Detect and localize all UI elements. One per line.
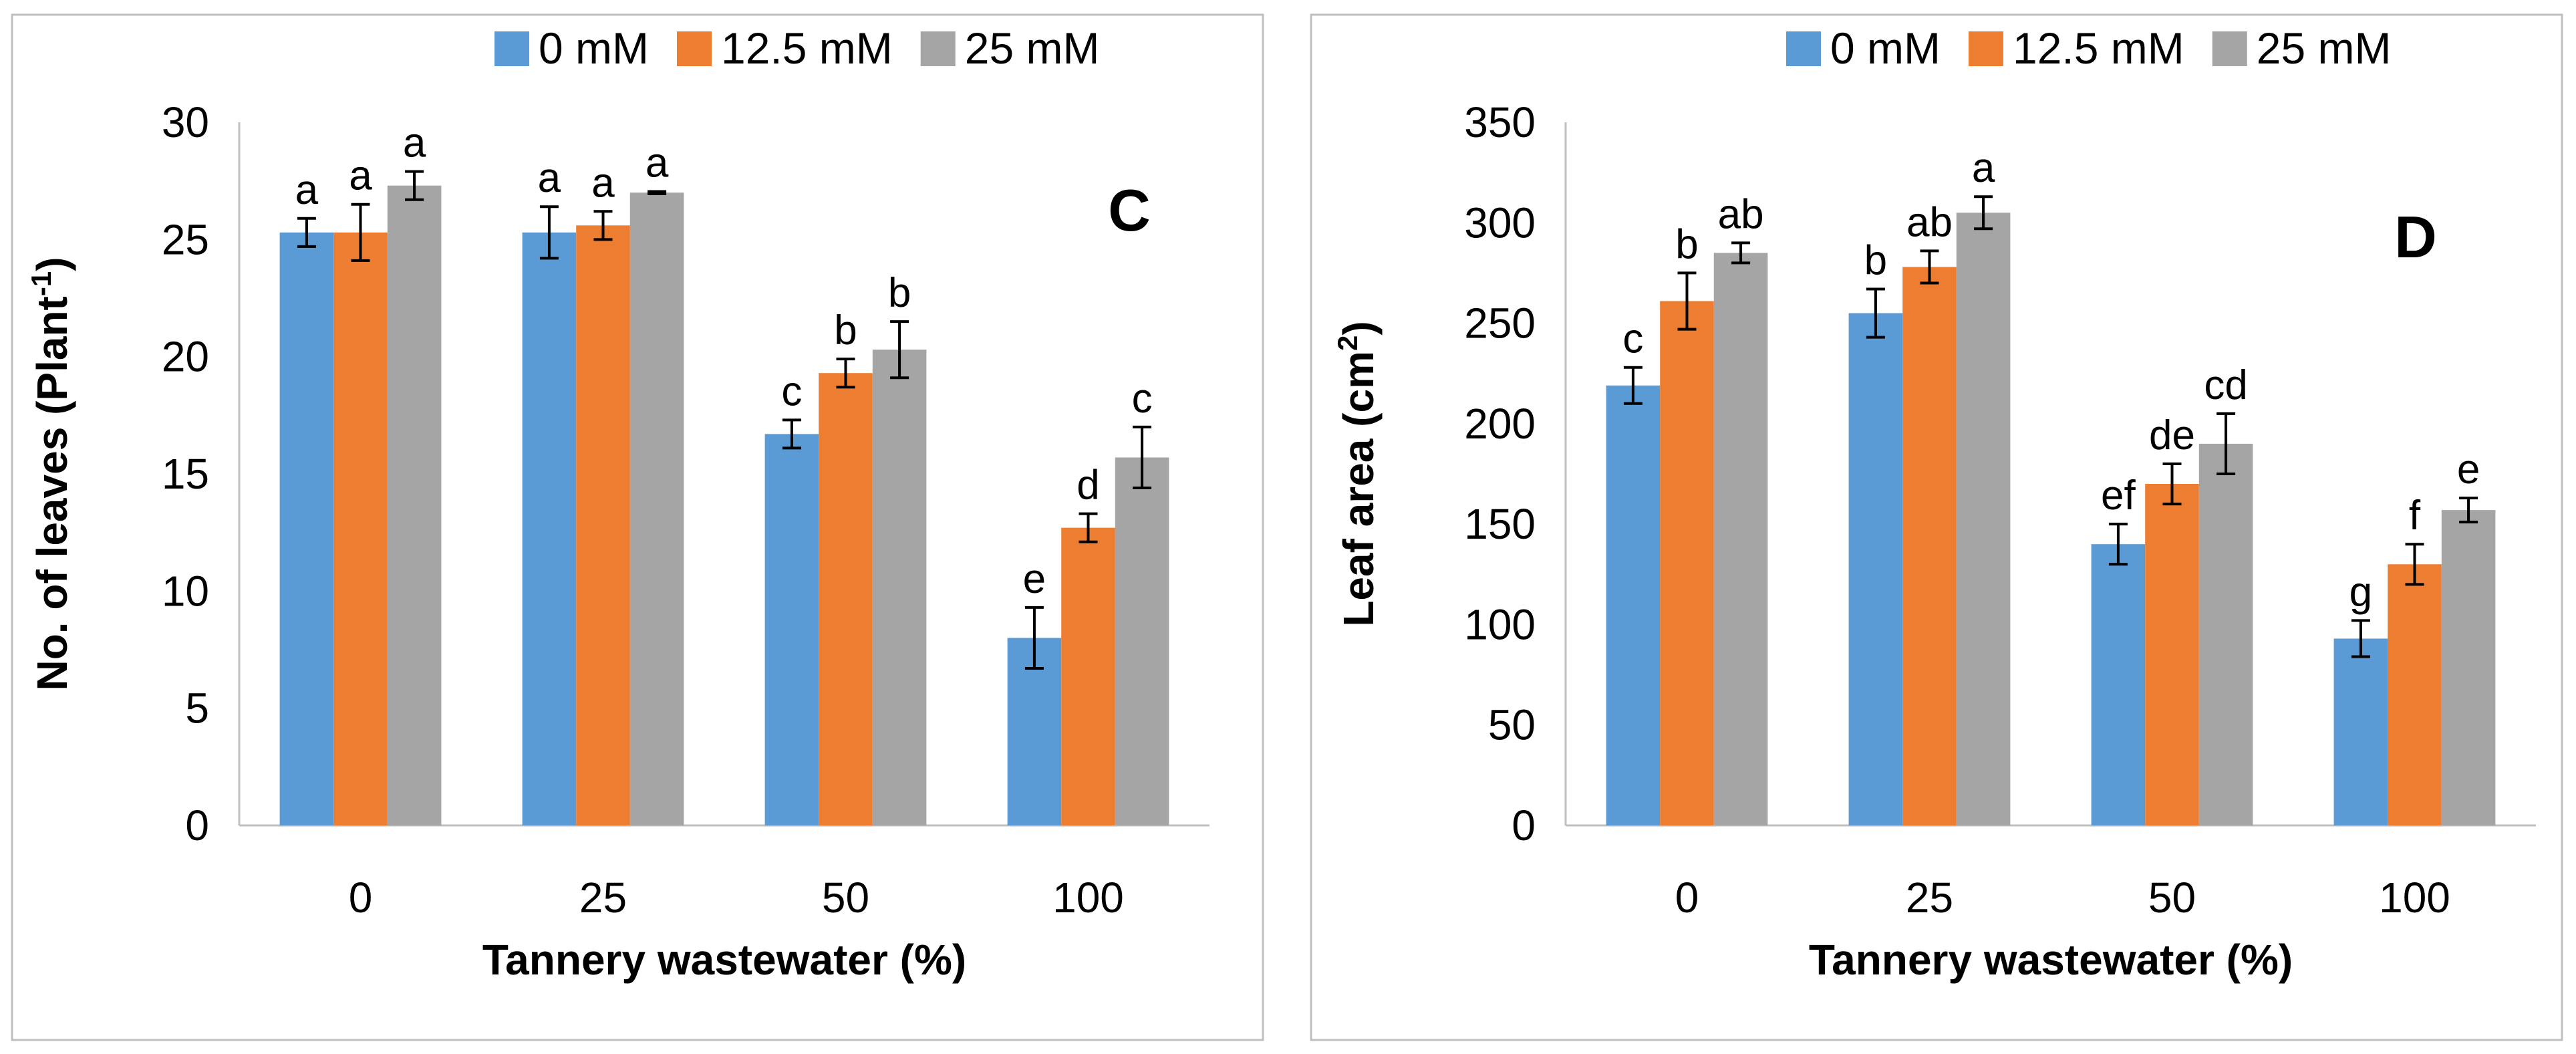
legend-swatch (1786, 31, 1821, 66)
legend-label: 0 mM (1830, 23, 1941, 73)
x-tick-label: 25 (1906, 874, 1953, 922)
x-axis-title: Tannery wastewater (%) (482, 936, 966, 984)
bar-0-mm (764, 434, 819, 825)
bar-12-5-mm (1660, 301, 1714, 826)
bar-0-mm (1848, 313, 1903, 825)
x-tick-label: 50 (2148, 874, 2196, 922)
bar-12-5-mm (333, 232, 388, 825)
significance-letter: ef (2101, 473, 2136, 519)
y-tick-label: 10 (162, 567, 209, 615)
x-tick-label: 0 (1675, 874, 1699, 922)
bar-12-5-mm (819, 373, 873, 825)
y-tick-label: 15 (162, 450, 209, 498)
y-tick-label: 300 (1464, 199, 1536, 247)
legend-swatch (677, 31, 712, 66)
significance-letter: a (295, 167, 319, 213)
legend-item: 25 mM (2212, 23, 2392, 73)
bar-12-5-mm (2388, 564, 2442, 825)
y-tick-label: 200 (1464, 400, 1536, 448)
legend-swatch (1969, 31, 2003, 66)
bar-0-mm (2091, 544, 2146, 825)
legend-item: 0 mM (494, 23, 649, 73)
significance-letter: b (1675, 221, 1698, 267)
bar-0-mm (2333, 638, 2388, 825)
significance-letter: f (2409, 493, 2421, 539)
significance-letter: a (349, 153, 372, 199)
panel-label: D (2394, 204, 2437, 270)
significance-letter: a (538, 155, 561, 201)
significance-letter: ab (1906, 199, 1953, 245)
significance-letter: de (2149, 412, 2195, 458)
legend-item: 25 mM (920, 23, 1100, 73)
bar-0-mm (279, 232, 334, 825)
y-tick-label: 250 (1464, 299, 1536, 348)
y-tick-label: 20 (162, 333, 209, 381)
significance-letter: b (888, 270, 911, 316)
legend-item: 12.5 mM (677, 23, 893, 73)
bar-0-mm (522, 232, 577, 825)
x-tick-label: 50 (822, 874, 869, 922)
bar-25-mm (2198, 443, 2253, 825)
legend-label: 12.5 mM (2013, 23, 2184, 73)
x-tick-label: 0 (349, 874, 373, 922)
bar-25-mm (1115, 457, 1169, 825)
significance-letter: a (403, 120, 426, 166)
bar-25-mm (387, 185, 442, 825)
y-tick-label: 25 (162, 215, 209, 263)
significance-letter: c (1132, 376, 1153, 422)
y-tick-label: 0 (1512, 801, 1536, 849)
panel-label: C (1108, 177, 1151, 243)
y-axis-title: Leaf area (cm2) (1332, 321, 1383, 626)
y-axis-title: No. of leaves (Plant-1) (25, 257, 76, 690)
x-tick-label: 100 (2379, 874, 2450, 922)
y-tick-label: 350 (1464, 98, 1536, 146)
y-tick-label: 5 (185, 684, 209, 733)
significance-letter: e (1023, 556, 1046, 602)
legend-swatch (920, 31, 956, 66)
chart-panel-d: 050100150200250300350cbab0baba25efdecd50… (1310, 13, 2563, 1041)
bar-25-mm (2441, 510, 2496, 825)
x-tick-label: 100 (1052, 874, 1124, 922)
bar-25-mm (1956, 213, 2011, 825)
legend-swatch (494, 31, 529, 66)
significance-letter: b (1864, 237, 1887, 283)
bar-25-mm (872, 350, 927, 825)
bar-12-5-mm (1061, 527, 1115, 825)
significance-letter: ab (1718, 191, 1764, 237)
legend-label: 25 mM (965, 23, 1100, 73)
significance-letter: d (1077, 463, 1099, 509)
significance-letter: g (2349, 569, 2372, 615)
significance-letter: c (781, 368, 802, 414)
significance-letter: cd (2204, 362, 2247, 408)
legend-label: 0 mM (539, 23, 649, 73)
bar-12-5-mm (576, 225, 630, 825)
significance-letter: a (591, 160, 615, 206)
bar-0-mm (1606, 385, 1661, 825)
y-tick-label: 100 (1464, 600, 1536, 648)
y-tick-label: 30 (162, 98, 209, 146)
bar-25-mm (629, 192, 684, 825)
y-tick-label: 150 (1464, 500, 1536, 548)
legend-label: 12.5 mM (721, 23, 893, 73)
y-tick-label: 0 (185, 801, 209, 849)
bar-12-5-mm (2145, 484, 2199, 825)
legend-swatch (2212, 31, 2247, 66)
bar-25-mm (1713, 253, 1768, 825)
legend-label: 25 mM (2257, 23, 2392, 73)
x-tick-label: 25 (579, 874, 627, 922)
legend-item: 12.5 mM (1969, 23, 2184, 73)
significance-letter: b (834, 307, 857, 354)
significance-letter: a (646, 140, 669, 186)
x-axis-title: Tannery wastewater (%) (1809, 936, 2293, 984)
bar-12-5-mm (1902, 267, 1957, 825)
legend-item: 0 mM (1786, 23, 1941, 73)
y-tick-label: 50 (1488, 701, 1536, 749)
significance-letter: c (1622, 316, 1643, 362)
significance-letter: a (1972, 145, 1995, 191)
significance-letter: e (2457, 446, 2480, 493)
